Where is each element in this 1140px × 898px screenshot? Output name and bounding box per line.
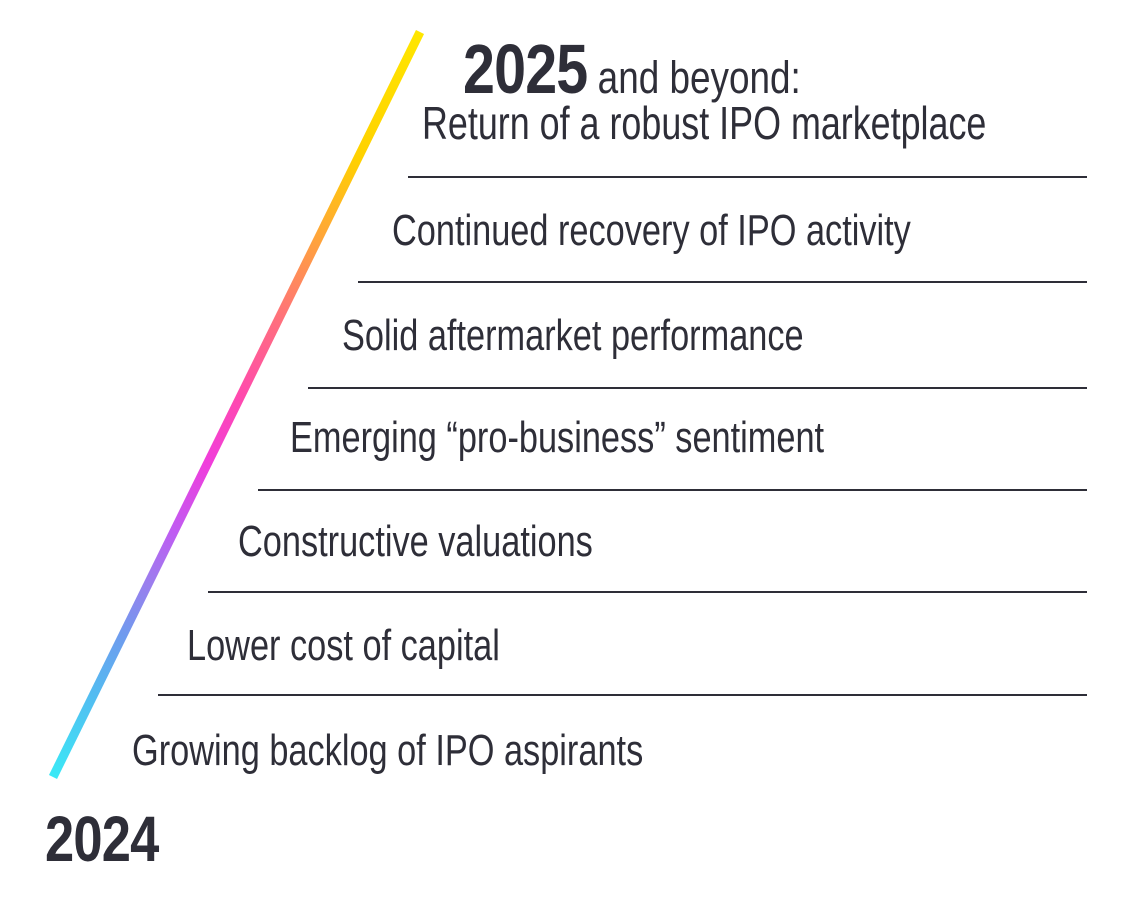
step-label: Growing backlog of IPO aspirants (132, 726, 644, 775)
headline-suffix: and beyond: (587, 52, 801, 103)
step-label: Solid aftermarket performance (342, 311, 804, 360)
step-divider-line (158, 694, 1087, 696)
step-divider-line (208, 591, 1087, 593)
gradient-timeline-line (48, 30, 425, 779)
subtitle: Return of a robust IPO marketplace (422, 97, 987, 149)
headline: 2025 and beyond: (463, 34, 801, 104)
step-label: Constructive valuations (238, 517, 593, 566)
step-label: Continued recovery of IPO activity (392, 206, 911, 255)
step-label: Lower cost of capital (187, 621, 500, 670)
step-divider-line (258, 489, 1087, 491)
year-end-label: 2025 (463, 30, 588, 108)
step-divider-line (358, 281, 1087, 283)
step-divider-line (408, 176, 1087, 178)
step-divider-line (308, 387, 1087, 389)
year-start-label: 2024 (45, 803, 159, 875)
step-label: Emerging “pro-business” sentiment (290, 413, 825, 462)
